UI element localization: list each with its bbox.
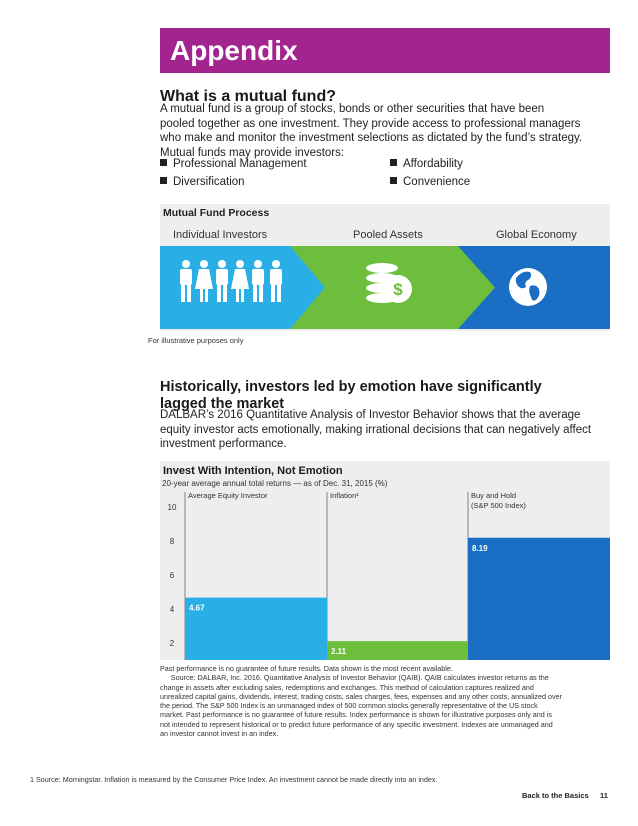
header-band	[160, 28, 610, 73]
emotion-heading-line: lagged the market	[160, 396, 285, 412]
bar-value-label: 4.67	[189, 604, 205, 613]
disclaimer-line: the period. The S&P 500 Index is an unma…	[160, 701, 538, 711]
bullet-square-icon	[160, 177, 167, 184]
category-label: (S&P 500 Index)	[471, 501, 526, 510]
category-label: Inflation¹	[330, 491, 359, 500]
illustrative-note: For illustrative purposes only	[148, 336, 244, 345]
bullet-square-icon	[390, 177, 397, 184]
bar-value-label: 2.11	[331, 647, 347, 656]
bar-value-label: 8.19	[472, 544, 488, 553]
bar-3	[468, 537, 610, 660]
bullet-item: Affordability	[390, 157, 463, 171]
category-label: Buy and Hold	[471, 491, 516, 500]
y-tick-label: 4	[170, 605, 175, 614]
returns-bar-chart: 2 4 6 8 10 4.67 Average Equity Investor 2.11 Inf…	[168, 491, 610, 660]
y-tick-label: 6	[170, 571, 175, 580]
page-number: 11	[600, 791, 608, 800]
disclaimer-line: Source: DALBAR, Inc. 2016. Quantitative …	[160, 673, 549, 683]
disclaimer-line: an investor cannot invest in an index.	[160, 729, 279, 739]
coins-dollar-icon: $	[366, 263, 412, 303]
step-label-economy: Global Economy	[496, 229, 577, 241]
emotion-body-line: equity investor acts emotionally, making…	[160, 423, 592, 436]
emotion-body-line: investment performance.	[160, 438, 287, 450]
bullet-label: Diversification	[173, 176, 245, 188]
mutual-fund-heading: What is a mutual fund?	[160, 88, 336, 105]
globe-icon	[509, 268, 547, 306]
disclaimer-line: change in assets after excluding sales, …	[160, 682, 534, 692]
people-icon	[180, 260, 282, 302]
mutual-fund-body-line: who make and monitor the investment sele…	[160, 132, 583, 144]
svg-text:$: $	[393, 280, 403, 299]
emotion-heading-line: Historically, investors led by emotion h…	[160, 379, 542, 395]
step-label-pooled: Pooled Assets	[353, 229, 423, 241]
process-diagram: $	[160, 246, 610, 329]
step-label-investors: Individual Investors	[173, 229, 268, 241]
mutual-fund-body-line: A mutual fund is a group of stocks, bond…	[160, 103, 545, 115]
process-title: Mutual Fund Process	[163, 207, 270, 219]
bullet-item: Convenience	[390, 175, 470, 189]
emotion-heading: Historically, investors led by emotion h…	[160, 379, 542, 413]
bullet-label: Affordability	[403, 158, 463, 170]
disclaimer-line: Past performance is no guarantee of futu…	[160, 664, 453, 673]
bar-2	[327, 641, 469, 660]
disclaimer-line: unrealized capital gains, dividends, int…	[160, 691, 562, 701]
y-tick-label: 2	[170, 639, 175, 648]
mutual-fund-body-line: Mutual funds may provide investors:	[160, 146, 345, 159]
chart-subtitle: 20-year average annual total returns — a…	[162, 479, 388, 488]
chart-title: Invest With Intention, Not Emotion	[163, 465, 343, 477]
bullet-label: Convenience	[403, 176, 471, 188]
page-title: Appendix	[170, 35, 298, 66]
bullet-item: Professional Management	[160, 157, 307, 171]
mutual-fund-body: A mutual fund is a group of stocks, bond…	[160, 102, 610, 160]
bullet-square-icon	[390, 159, 397, 166]
bullet-item: Diversification	[160, 175, 245, 189]
footnote: 1 Source: Morningstar. Inflation is meas…	[30, 775, 438, 784]
y-tick-label: 8	[170, 537, 175, 546]
y-tick-label: 10	[168, 503, 177, 512]
bar-1	[185, 597, 327, 660]
footer-section-title: Back to the Basics	[522, 791, 589, 800]
disclaimer-line: not intended to represent historical or …	[160, 719, 553, 729]
emotion-body-line: DALBAR’s 2016 Quantitative Analysis of I…	[160, 409, 581, 421]
bullet-label: Professional Management	[173, 158, 307, 170]
disclaimer-line: market. Past performance is no guarantee…	[160, 710, 552, 720]
category-label: Average Equity Investor	[188, 491, 268, 500]
emotion-body: DALBAR’s 2016 Quantitative Analysis of I…	[160, 408, 610, 452]
disclaimer: Past performance is no guarantee of futu…	[160, 664, 610, 738]
bullet-square-icon	[160, 159, 167, 166]
mutual-fund-body-line: pooled together as one investment. They …	[160, 117, 581, 130]
